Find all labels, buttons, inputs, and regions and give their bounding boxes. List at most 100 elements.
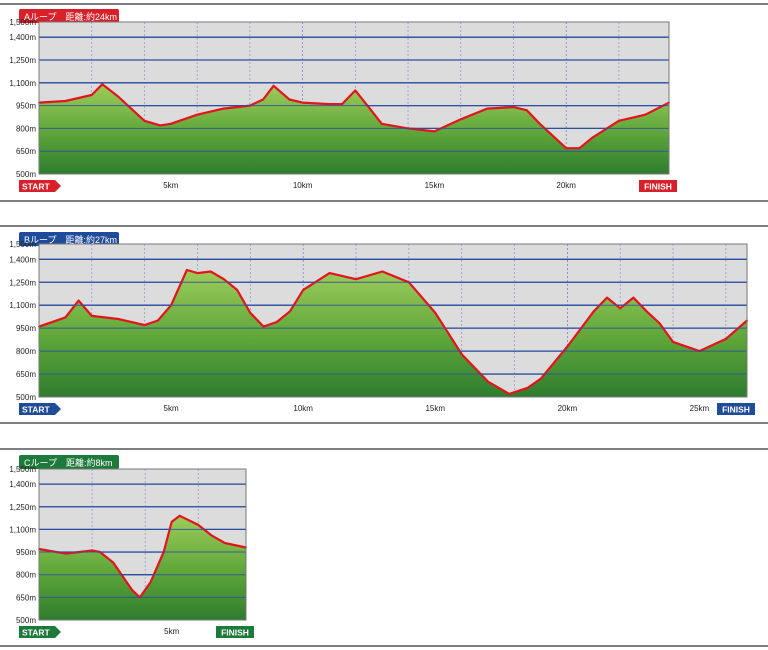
title-badge: Aループ 距離:約24km: [19, 9, 119, 23]
y-tick-label: 650m: [16, 370, 36, 379]
x-tick-label: 20km: [556, 181, 576, 190]
elevation-area: [39, 515, 246, 620]
elevation-point: [672, 341, 674, 343]
elevation-point: [486, 107, 488, 110]
y-tick-label: 1,250m: [9, 56, 36, 65]
elevation-point: [186, 269, 188, 271]
elevation-point: [143, 324, 146, 326]
y-tick-label: 500m: [16, 393, 36, 402]
x-tick-label: 20km: [558, 404, 578, 413]
start-marker: [19, 403, 61, 415]
y-tick-label: 800m: [16, 124, 36, 133]
x-tick-label: 5km: [163, 181, 178, 190]
y-tick-label: 950m: [16, 548, 36, 557]
x-tick-label: 5km: [164, 627, 179, 636]
x-tick-label: 10km: [293, 404, 313, 413]
y-tick-label: 650m: [16, 147, 36, 156]
elevation-point: [178, 514, 181, 517]
finish-marker: [717, 403, 755, 415]
elevation-point: [64, 552, 67, 555]
elevation-point: [249, 312, 252, 314]
elevation-point: [645, 310, 648, 313]
y-tick-label: 1,250m: [9, 278, 36, 287]
elevation-point: [117, 95, 119, 98]
start-label: START: [22, 628, 51, 638]
elevation-point: [236, 289, 239, 291]
x-tick-label: 25km: [690, 404, 710, 413]
elevation-point: [354, 89, 357, 92]
elevation-point: [262, 325, 265, 328]
elevation-point: [606, 296, 608, 299]
x-tick-label: 10km: [293, 181, 313, 190]
elevation-point: [459, 118, 462, 121]
y-tick-label: 1,100m: [9, 301, 36, 310]
finish-label: FINISH: [221, 628, 249, 638]
y-tick-label: 1,100m: [9, 79, 36, 88]
plot-area: [38, 243, 748, 398]
elevation-point: [302, 289, 305, 291]
x-tick-label: 15km: [425, 181, 445, 190]
finish-marker: [639, 180, 677, 192]
elevation-point: [380, 122, 383, 125]
y-tick-label: 1,500m: [9, 240, 36, 249]
start-label: START: [22, 405, 51, 415]
elevation-point: [101, 83, 104, 86]
elevation-point: [658, 322, 661, 325]
y-tick-label: 800m: [16, 347, 36, 356]
elevation-point: [275, 321, 278, 323]
y-tick-label: 950m: [16, 102, 36, 111]
start-marker: [19, 180, 61, 192]
elevation-point: [301, 101, 304, 104]
elevation-area: [39, 270, 747, 397]
finish-label: FINISH: [644, 182, 672, 192]
chart-title: Cループ 距離:約8km: [24, 457, 112, 468]
elevation-point: [289, 310, 291, 313]
elevation-point: [91, 549, 93, 552]
elevation-point: [209, 270, 212, 273]
y-tick-label: 1,400m: [9, 255, 36, 264]
elevation-point: [131, 588, 133, 591]
elevation-point: [223, 278, 225, 281]
elevation-point: [328, 103, 330, 105]
chart-a-loop: Aループ 距離:約24km 1,500m 1,400m 1,250m 1,100m 95…: [0, 3, 768, 202]
elevation-point: [159, 124, 162, 127]
y-tick-label: 1,400m: [9, 480, 36, 489]
elevation-point: [540, 377, 542, 380]
y-tick-label: 500m: [16, 170, 36, 179]
plot-area: [38, 468, 247, 621]
title-badge-bg: [19, 232, 119, 246]
start-label: START: [22, 182, 51, 192]
y-tick-label: 1,500m: [9, 465, 36, 474]
title-badge-bg: [19, 9, 119, 23]
elevation-point: [210, 534, 213, 537]
plot-area: [38, 21, 670, 175]
elevation-point: [725, 338, 727, 340]
elevation-point: [157, 319, 159, 322]
y-tick-label: 650m: [16, 593, 36, 602]
elevation-point: [196, 113, 199, 116]
elevation-point: [222, 107, 225, 110]
elevation-point: [90, 94, 93, 96]
elevation-point: [508, 393, 511, 395]
plot-frame: [38, 21, 670, 175]
elevation-point: [381, 270, 384, 273]
elevation-point: [112, 561, 115, 564]
elevation-point: [566, 345, 569, 348]
elevation-point: [262, 98, 264, 101]
elevation-point: [197, 524, 200, 526]
elevation-point: [355, 278, 357, 281]
elevation-point: [170, 521, 173, 523]
finish-label: FINISH: [722, 405, 750, 415]
title-badge: Cループ 距離:約8km: [19, 455, 119, 469]
chart-title: Bループ 距離:約27km: [24, 234, 117, 245]
elevation-point: [328, 272, 331, 274]
elevation-point: [619, 307, 622, 310]
y-tick-label: 800m: [16, 571, 36, 580]
finish-marker: [216, 626, 254, 638]
elevation-point: [196, 272, 199, 274]
elevation-point: [341, 103, 343, 105]
elevation-point: [169, 122, 172, 125]
start-marker: [19, 626, 61, 638]
x-tick-label: 5km: [164, 404, 179, 413]
y-tick-label: 500m: [16, 616, 36, 625]
